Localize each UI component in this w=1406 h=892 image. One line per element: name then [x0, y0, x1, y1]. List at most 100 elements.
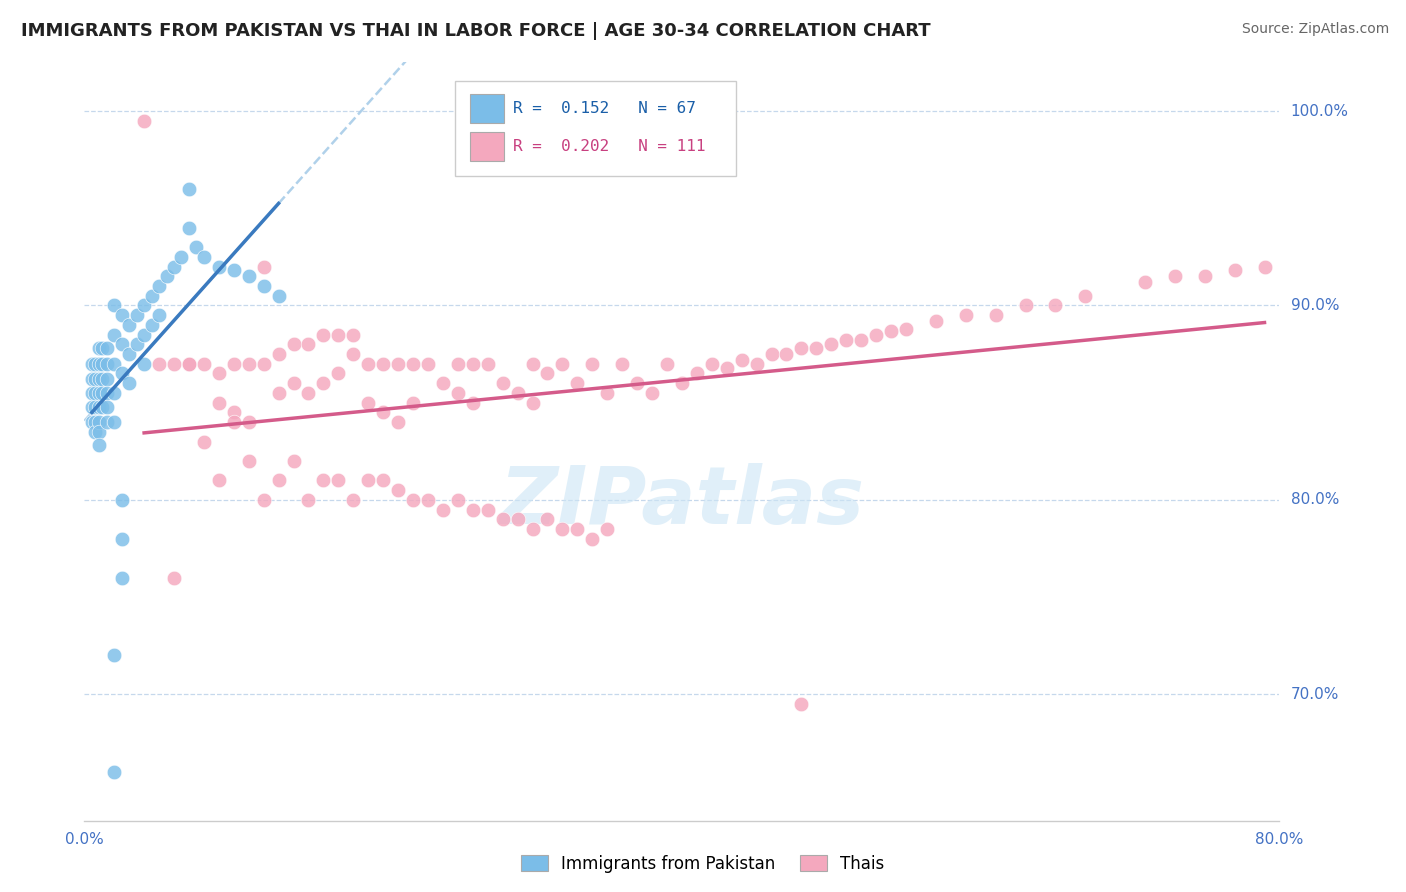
Thais	[522, 395, 544, 409]
FancyBboxPatch shape	[471, 132, 503, 161]
Thais	[193, 357, 215, 371]
Thais	[626, 376, 648, 391]
Thais	[177, 357, 200, 371]
Immigrants from Pakistan	[83, 372, 105, 386]
Immigrants from Pakistan	[96, 400, 118, 414]
Thais	[477, 502, 499, 516]
Immigrants from Pakistan	[103, 298, 125, 312]
Thais	[402, 395, 425, 409]
Immigrants from Pakistan	[103, 648, 125, 663]
Thais	[984, 308, 1007, 322]
Immigrants from Pakistan	[89, 386, 111, 401]
Thais	[1194, 269, 1216, 284]
Immigrants from Pakistan	[89, 438, 111, 452]
Thais	[402, 357, 425, 371]
Immigrants from Pakistan	[132, 327, 156, 342]
Thais	[686, 367, 709, 381]
Immigrants from Pakistan	[103, 386, 125, 401]
Thais	[522, 522, 544, 536]
Thais	[328, 367, 350, 381]
Text: IMMIGRANTS FROM PAKISTAN VS THAI IN LABOR FORCE | AGE 30-34 CORRELATION CHART: IMMIGRANTS FROM PAKISTAN VS THAI IN LABO…	[21, 22, 931, 40]
Thais	[177, 357, 200, 371]
Thais	[342, 327, 364, 342]
Text: Source: ZipAtlas.com: Source: ZipAtlas.com	[1241, 22, 1389, 37]
Thais	[745, 357, 768, 371]
Thais	[655, 357, 678, 371]
Immigrants from Pakistan	[141, 318, 163, 332]
Immigrants from Pakistan	[103, 327, 125, 342]
Thais	[790, 341, 813, 355]
Immigrants from Pakistan	[125, 308, 148, 322]
Thais	[731, 352, 754, 367]
Immigrants from Pakistan	[148, 279, 170, 293]
Thais	[297, 492, 319, 507]
Thais	[820, 337, 842, 351]
Thais	[163, 357, 186, 371]
Thais	[1223, 263, 1246, 277]
Immigrants from Pakistan	[132, 357, 156, 371]
Immigrants from Pakistan	[91, 400, 114, 414]
Thais	[267, 386, 290, 401]
Immigrants from Pakistan	[253, 279, 276, 293]
FancyBboxPatch shape	[471, 95, 503, 123]
Thais	[357, 395, 380, 409]
Text: 70.0%: 70.0%	[1291, 687, 1339, 702]
Thais	[193, 434, 215, 449]
Thais	[373, 357, 395, 371]
Thais	[1045, 298, 1067, 312]
Thais	[297, 386, 319, 401]
Immigrants from Pakistan	[118, 318, 141, 332]
Immigrants from Pakistan	[80, 415, 103, 429]
Immigrants from Pakistan	[83, 357, 105, 371]
Thais	[567, 522, 589, 536]
Text: 90.0%: 90.0%	[1291, 298, 1339, 313]
Immigrants from Pakistan	[91, 386, 114, 401]
Thais	[208, 395, 231, 409]
Immigrants from Pakistan	[177, 220, 200, 235]
Thais	[716, 360, 738, 375]
Immigrants from Pakistan	[91, 372, 114, 386]
Immigrants from Pakistan	[111, 532, 134, 546]
Thais	[283, 454, 305, 468]
Thais	[342, 347, 364, 361]
Thais	[506, 512, 529, 526]
Immigrants from Pakistan	[118, 347, 141, 361]
Thais	[432, 502, 454, 516]
Thais	[222, 415, 245, 429]
Thais	[238, 454, 260, 468]
Thais	[267, 474, 290, 488]
Text: R =  0.202   N = 111: R = 0.202 N = 111	[513, 139, 706, 154]
Thais	[163, 571, 186, 585]
Immigrants from Pakistan	[148, 308, 170, 322]
Thais	[925, 314, 948, 328]
Thais	[132, 113, 156, 128]
Immigrants from Pakistan	[177, 182, 200, 196]
Immigrants from Pakistan	[267, 289, 290, 303]
Thais	[253, 357, 276, 371]
Immigrants from Pakistan	[222, 263, 245, 277]
Immigrants from Pakistan	[111, 367, 134, 381]
Thais	[581, 357, 603, 371]
Thais	[238, 357, 260, 371]
Thais	[894, 322, 917, 336]
Thais	[402, 492, 425, 507]
Text: R =  0.152   N = 67: R = 0.152 N = 67	[513, 101, 696, 116]
Thais	[551, 522, 574, 536]
Immigrants from Pakistan	[96, 372, 118, 386]
Thais	[447, 386, 470, 401]
Thais	[373, 474, 395, 488]
Thais	[461, 395, 484, 409]
Immigrants from Pakistan	[80, 400, 103, 414]
Thais	[1014, 298, 1036, 312]
Thais	[328, 474, 350, 488]
Thais	[581, 532, 603, 546]
Thais	[880, 324, 903, 338]
Thais	[283, 337, 305, 351]
Immigrants from Pakistan	[141, 289, 163, 303]
Immigrants from Pakistan	[80, 357, 103, 371]
Immigrants from Pakistan	[186, 240, 208, 254]
Text: ZIPatlas: ZIPatlas	[499, 463, 865, 541]
Thais	[373, 405, 395, 419]
Text: 80.0%: 80.0%	[1291, 492, 1339, 508]
Thais	[492, 376, 515, 391]
